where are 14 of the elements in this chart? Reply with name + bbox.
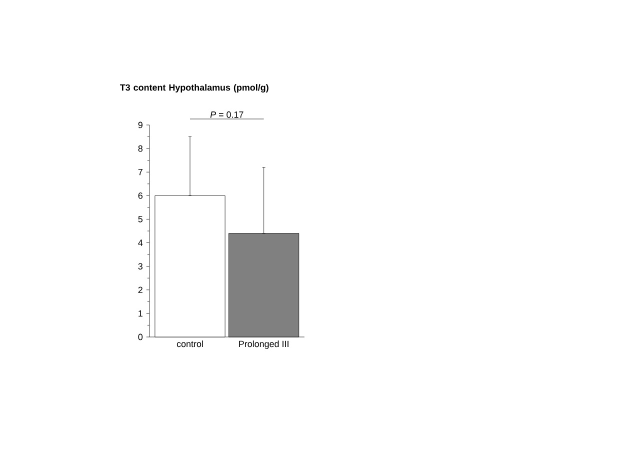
y-tick-label: 7 <box>138 169 142 176</box>
y-tick-label: 1 <box>138 310 142 317</box>
y-tick-label: 5 <box>138 216 143 222</box>
x-tick-label: control <box>176 340 203 348</box>
y-tick-label: 3 <box>138 263 142 270</box>
y-tick-label: 2 <box>138 286 142 294</box>
y-tick-label: 0 <box>138 334 143 340</box>
y-tick-label: 6 <box>138 192 142 199</box>
y-tick-label: 9 <box>138 122 142 128</box>
x-tick-label: Prolonged III <box>239 340 288 349</box>
y-tick-label: 4 <box>138 240 143 246</box>
text: P = 0.17 <box>210 111 244 118</box>
chart-title: T3 content Hypothalamus (pmol/g) <box>120 84 268 92</box>
y-tick-label: 8 <box>138 145 142 152</box>
